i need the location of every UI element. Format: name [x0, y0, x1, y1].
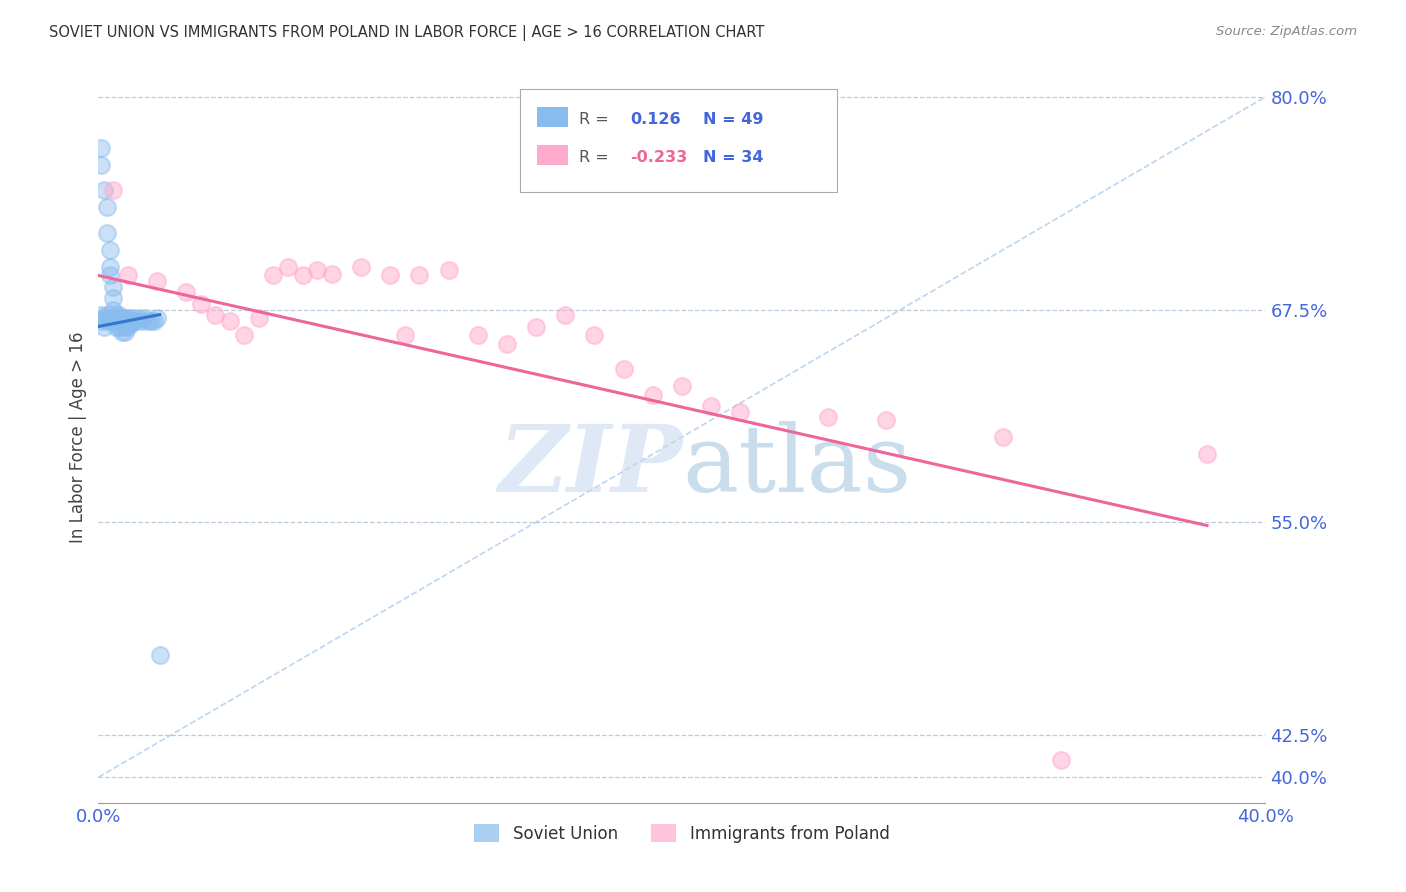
Y-axis label: In Labor Force | Age > 16: In Labor Force | Age > 16 — [69, 331, 87, 543]
Point — [114, 325, 136, 339]
Point — [321, 267, 343, 281]
Point — [817, 409, 839, 424]
Point — [671, 379, 693, 393]
Point — [277, 260, 299, 274]
Point — [307, 263, 329, 277]
Text: ZIP: ZIP — [498, 421, 682, 511]
Text: R =: R = — [579, 150, 609, 165]
Point — [142, 314, 165, 328]
Point — [98, 311, 121, 326]
Point — [111, 314, 134, 328]
Point — [1195, 447, 1218, 461]
Point — [101, 183, 124, 197]
Legend: Soviet Union, Immigrants from Poland: Soviet Union, Immigrants from Poland — [468, 818, 896, 849]
Point — [554, 308, 576, 322]
Point — [117, 311, 139, 326]
Point — [291, 268, 314, 283]
Text: R =: R = — [579, 112, 609, 128]
Point — [149, 648, 172, 662]
Point — [98, 243, 121, 257]
Point — [90, 314, 112, 328]
Point — [98, 268, 121, 283]
Point — [496, 336, 519, 351]
Point — [96, 226, 118, 240]
Point — [101, 291, 124, 305]
Point — [117, 268, 139, 283]
Point — [90, 158, 112, 172]
Point — [136, 314, 159, 328]
Point — [101, 280, 124, 294]
Point — [134, 311, 156, 326]
Point — [467, 328, 489, 343]
Text: -0.233: -0.233 — [630, 150, 688, 165]
Text: Source: ZipAtlas.com: Source: ZipAtlas.com — [1216, 25, 1357, 38]
Point — [108, 311, 131, 326]
Point — [93, 311, 115, 326]
Point — [93, 183, 115, 197]
Point — [114, 319, 136, 334]
Point — [190, 297, 212, 311]
Point — [120, 314, 142, 328]
Point — [204, 308, 226, 322]
Point — [394, 328, 416, 343]
Point — [101, 302, 124, 317]
Point — [128, 311, 150, 326]
Point — [139, 314, 162, 328]
Text: 0.126: 0.126 — [630, 112, 681, 128]
Point — [90, 141, 112, 155]
Point — [117, 314, 139, 328]
Point — [233, 328, 256, 343]
Point — [101, 314, 124, 328]
Point — [98, 260, 121, 274]
Point — [131, 314, 153, 328]
Point — [641, 387, 664, 401]
Point — [700, 400, 723, 414]
Point — [262, 268, 284, 283]
Point — [120, 316, 142, 330]
Point — [122, 311, 145, 326]
Point — [146, 274, 169, 288]
Point — [96, 308, 118, 322]
Point — [991, 430, 1014, 444]
Point — [437, 263, 460, 277]
Point — [583, 328, 606, 343]
Point — [125, 314, 148, 328]
Point — [111, 325, 134, 339]
Point — [108, 308, 131, 322]
Point — [247, 311, 270, 326]
Point — [96, 201, 118, 215]
Text: N = 49: N = 49 — [703, 112, 763, 128]
Point — [612, 362, 634, 376]
Point — [408, 268, 430, 283]
Text: N = 34: N = 34 — [703, 150, 763, 165]
Point — [350, 260, 373, 274]
Point — [146, 311, 169, 326]
Point — [104, 311, 127, 326]
Point — [117, 319, 139, 334]
Point — [1050, 753, 1073, 767]
Point — [111, 311, 134, 326]
Point — [104, 308, 127, 322]
Point — [122, 314, 145, 328]
Text: atlas: atlas — [682, 421, 911, 511]
Point — [114, 311, 136, 326]
Point — [174, 285, 197, 300]
Point — [730, 404, 752, 418]
Point — [380, 268, 402, 283]
Point — [108, 319, 131, 334]
Point — [90, 308, 112, 322]
Point — [108, 314, 131, 328]
Point — [104, 314, 127, 328]
Point — [96, 314, 118, 328]
Point — [104, 319, 127, 334]
Point — [875, 413, 897, 427]
Point — [524, 319, 547, 334]
Point — [93, 319, 115, 334]
Point — [218, 314, 240, 328]
Text: SOVIET UNION VS IMMIGRANTS FROM POLAND IN LABOR FORCE | AGE > 16 CORRELATION CHA: SOVIET UNION VS IMMIGRANTS FROM POLAND I… — [49, 25, 765, 41]
